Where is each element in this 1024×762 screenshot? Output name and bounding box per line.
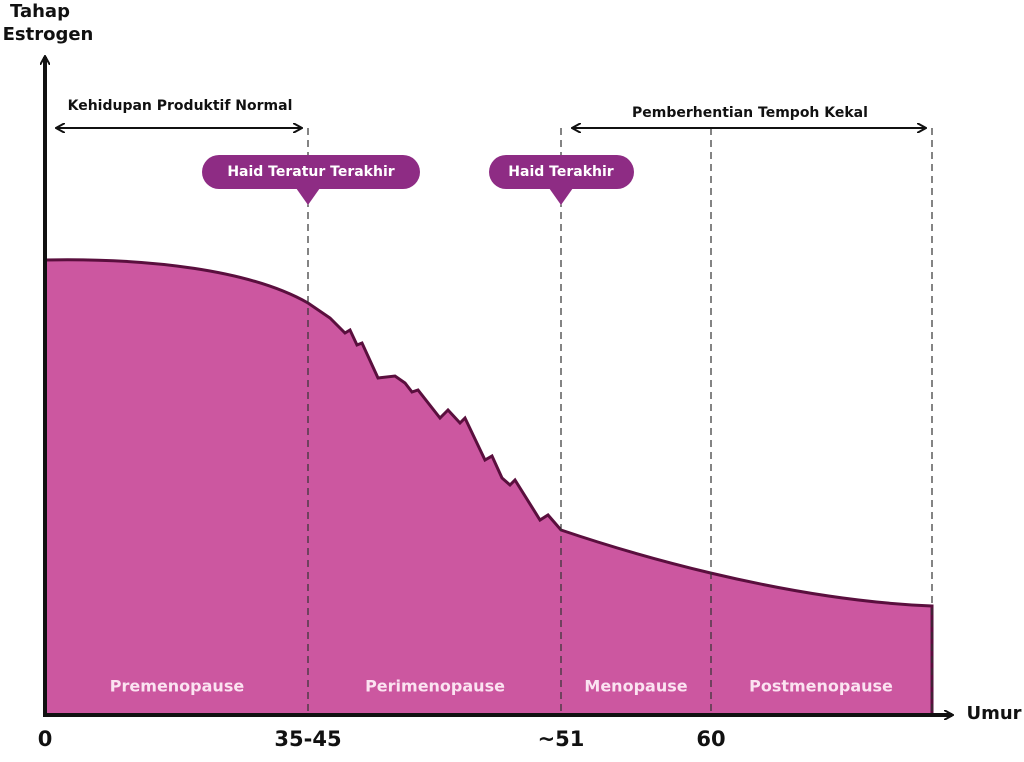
marker-label: Haid Terakhir bbox=[508, 164, 613, 180]
y-axis-label: Estrogen bbox=[3, 24, 94, 45]
range-label: Pemberhentian Tempoh Kekal bbox=[632, 105, 868, 121]
marker-label: Haid Teratur Terakhir bbox=[227, 164, 394, 180]
estrogen-curve bbox=[44, 258, 934, 715]
estrogen-area bbox=[45, 259, 932, 715]
range-label: Kehidupan Produktif Normal bbox=[68, 98, 293, 114]
x-axis-label: Umur bbox=[966, 703, 1021, 724]
y-axis-label: Tahap bbox=[10, 1, 70, 22]
x-label: ~51 bbox=[538, 727, 585, 751]
marker-pointer bbox=[296, 188, 320, 205]
x-label: 35-45 bbox=[274, 727, 341, 751]
phase-label: Perimenopause bbox=[365, 677, 505, 696]
marker-bubble bbox=[202, 155, 420, 189]
phase-label: Postmenopause bbox=[749, 677, 893, 696]
marker-pointer bbox=[549, 188, 573, 205]
x-label: 0 bbox=[38, 727, 53, 751]
phase-label: Menopause bbox=[584, 677, 687, 696]
phase-label: Premenopause bbox=[110, 677, 245, 696]
x-label: 60 bbox=[696, 727, 725, 751]
marker-bubble bbox=[489, 155, 634, 189]
